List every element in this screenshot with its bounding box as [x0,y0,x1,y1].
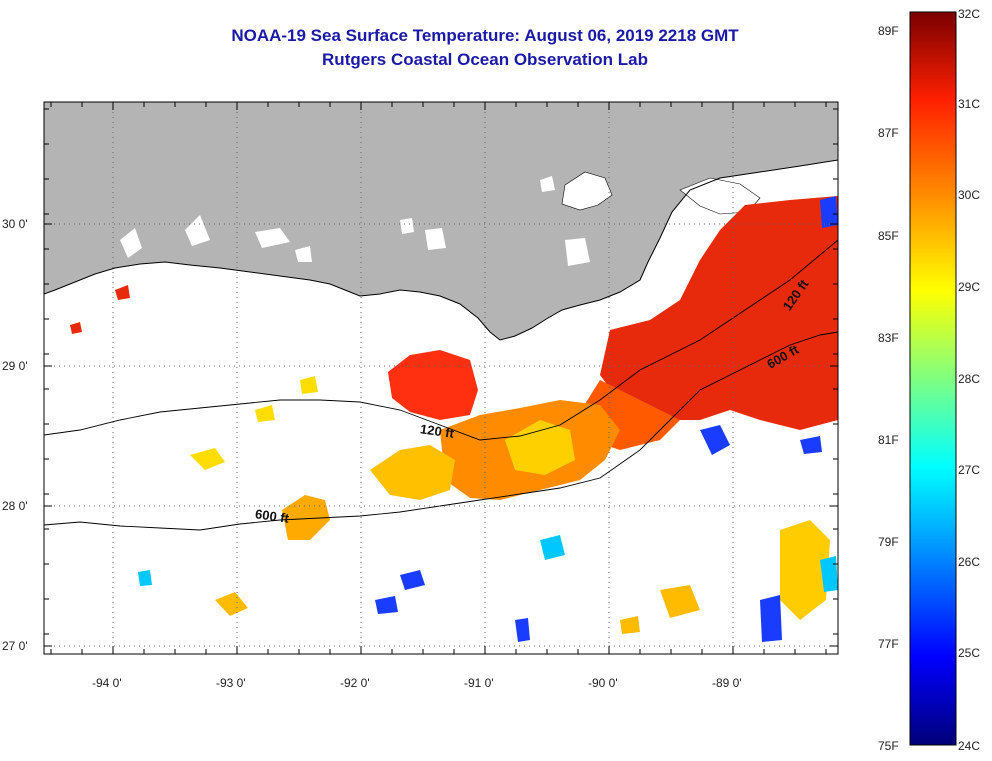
axis-ticks [44,102,838,654]
map-frame [43,101,839,655]
colorbar-celsius-label: 32C [958,7,980,21]
land-mass [44,102,838,340]
colorbar [909,11,957,746]
colorbar-fahrenheit-label: 75F [878,739,899,753]
colorbar-fahrenheit-label: 87F [878,126,899,140]
x-tick-label: -89 0' [712,676,742,690]
coastline [44,159,838,341]
colorbar-celsius-label: 30C [958,188,980,202]
y-tick-label: 27 0' [2,639,28,653]
sst-warm-speck [70,285,130,334]
colorbar-fahrenheit-label: 89F [878,24,899,38]
x-tick-label: -90 0' [588,676,618,690]
x-tick-label: -94 0' [92,676,122,690]
x-tick-label: -92 0' [340,676,370,690]
sst-yellow-patch [370,445,455,500]
x-tick-label: -91 0' [464,676,494,690]
colorbar-celsius-label: 29C [958,280,980,294]
sst-yellow-patch [505,420,575,475]
colorbar-fahrenheit-label: 83F [878,331,899,345]
y-tick-label: 29 0' [2,359,28,373]
colorbar-celsius-label: 25C [958,646,980,660]
contour-label: 600 ft [254,506,290,526]
colorbar-fahrenheit-label: 79F [878,535,899,549]
x-tick-label: -93 0' [216,676,246,690]
lake [561,171,613,211]
colorbar-celsius-label: 28C [958,372,980,386]
contour-120ft [44,239,838,441]
y-tick-label: 30 0' [2,217,28,231]
colorbar-celsius-label: 24C [958,739,980,753]
contour-label: 120 ft [419,421,455,441]
colorbar-celsius-label: 31C [958,97,980,111]
cloud-patch [120,176,590,266]
sst-warm-region [600,196,838,430]
colorbar-celsius-label: 26C [958,555,980,569]
sst-warm-patch [388,350,478,420]
sst-yellow-patch [190,376,318,470]
colorbar-celsius-label: 27C [958,463,980,477]
map-subtitle: Rutgers Coastal Ocean Observation Lab [322,50,648,69]
graticule [44,102,838,654]
colorbar-fahrenheit-label: 85F [878,229,899,243]
sst-yellow-patch [780,520,830,620]
colorbar-fahrenheit-label: 81F [878,433,899,447]
y-tick-label: 28 0' [2,499,28,513]
colorbar-fahrenheit-label: 77F [878,637,899,651]
map-title: NOAA-19 Sea Surface Temperature: August … [231,26,739,45]
contour-600ft [44,331,838,531]
